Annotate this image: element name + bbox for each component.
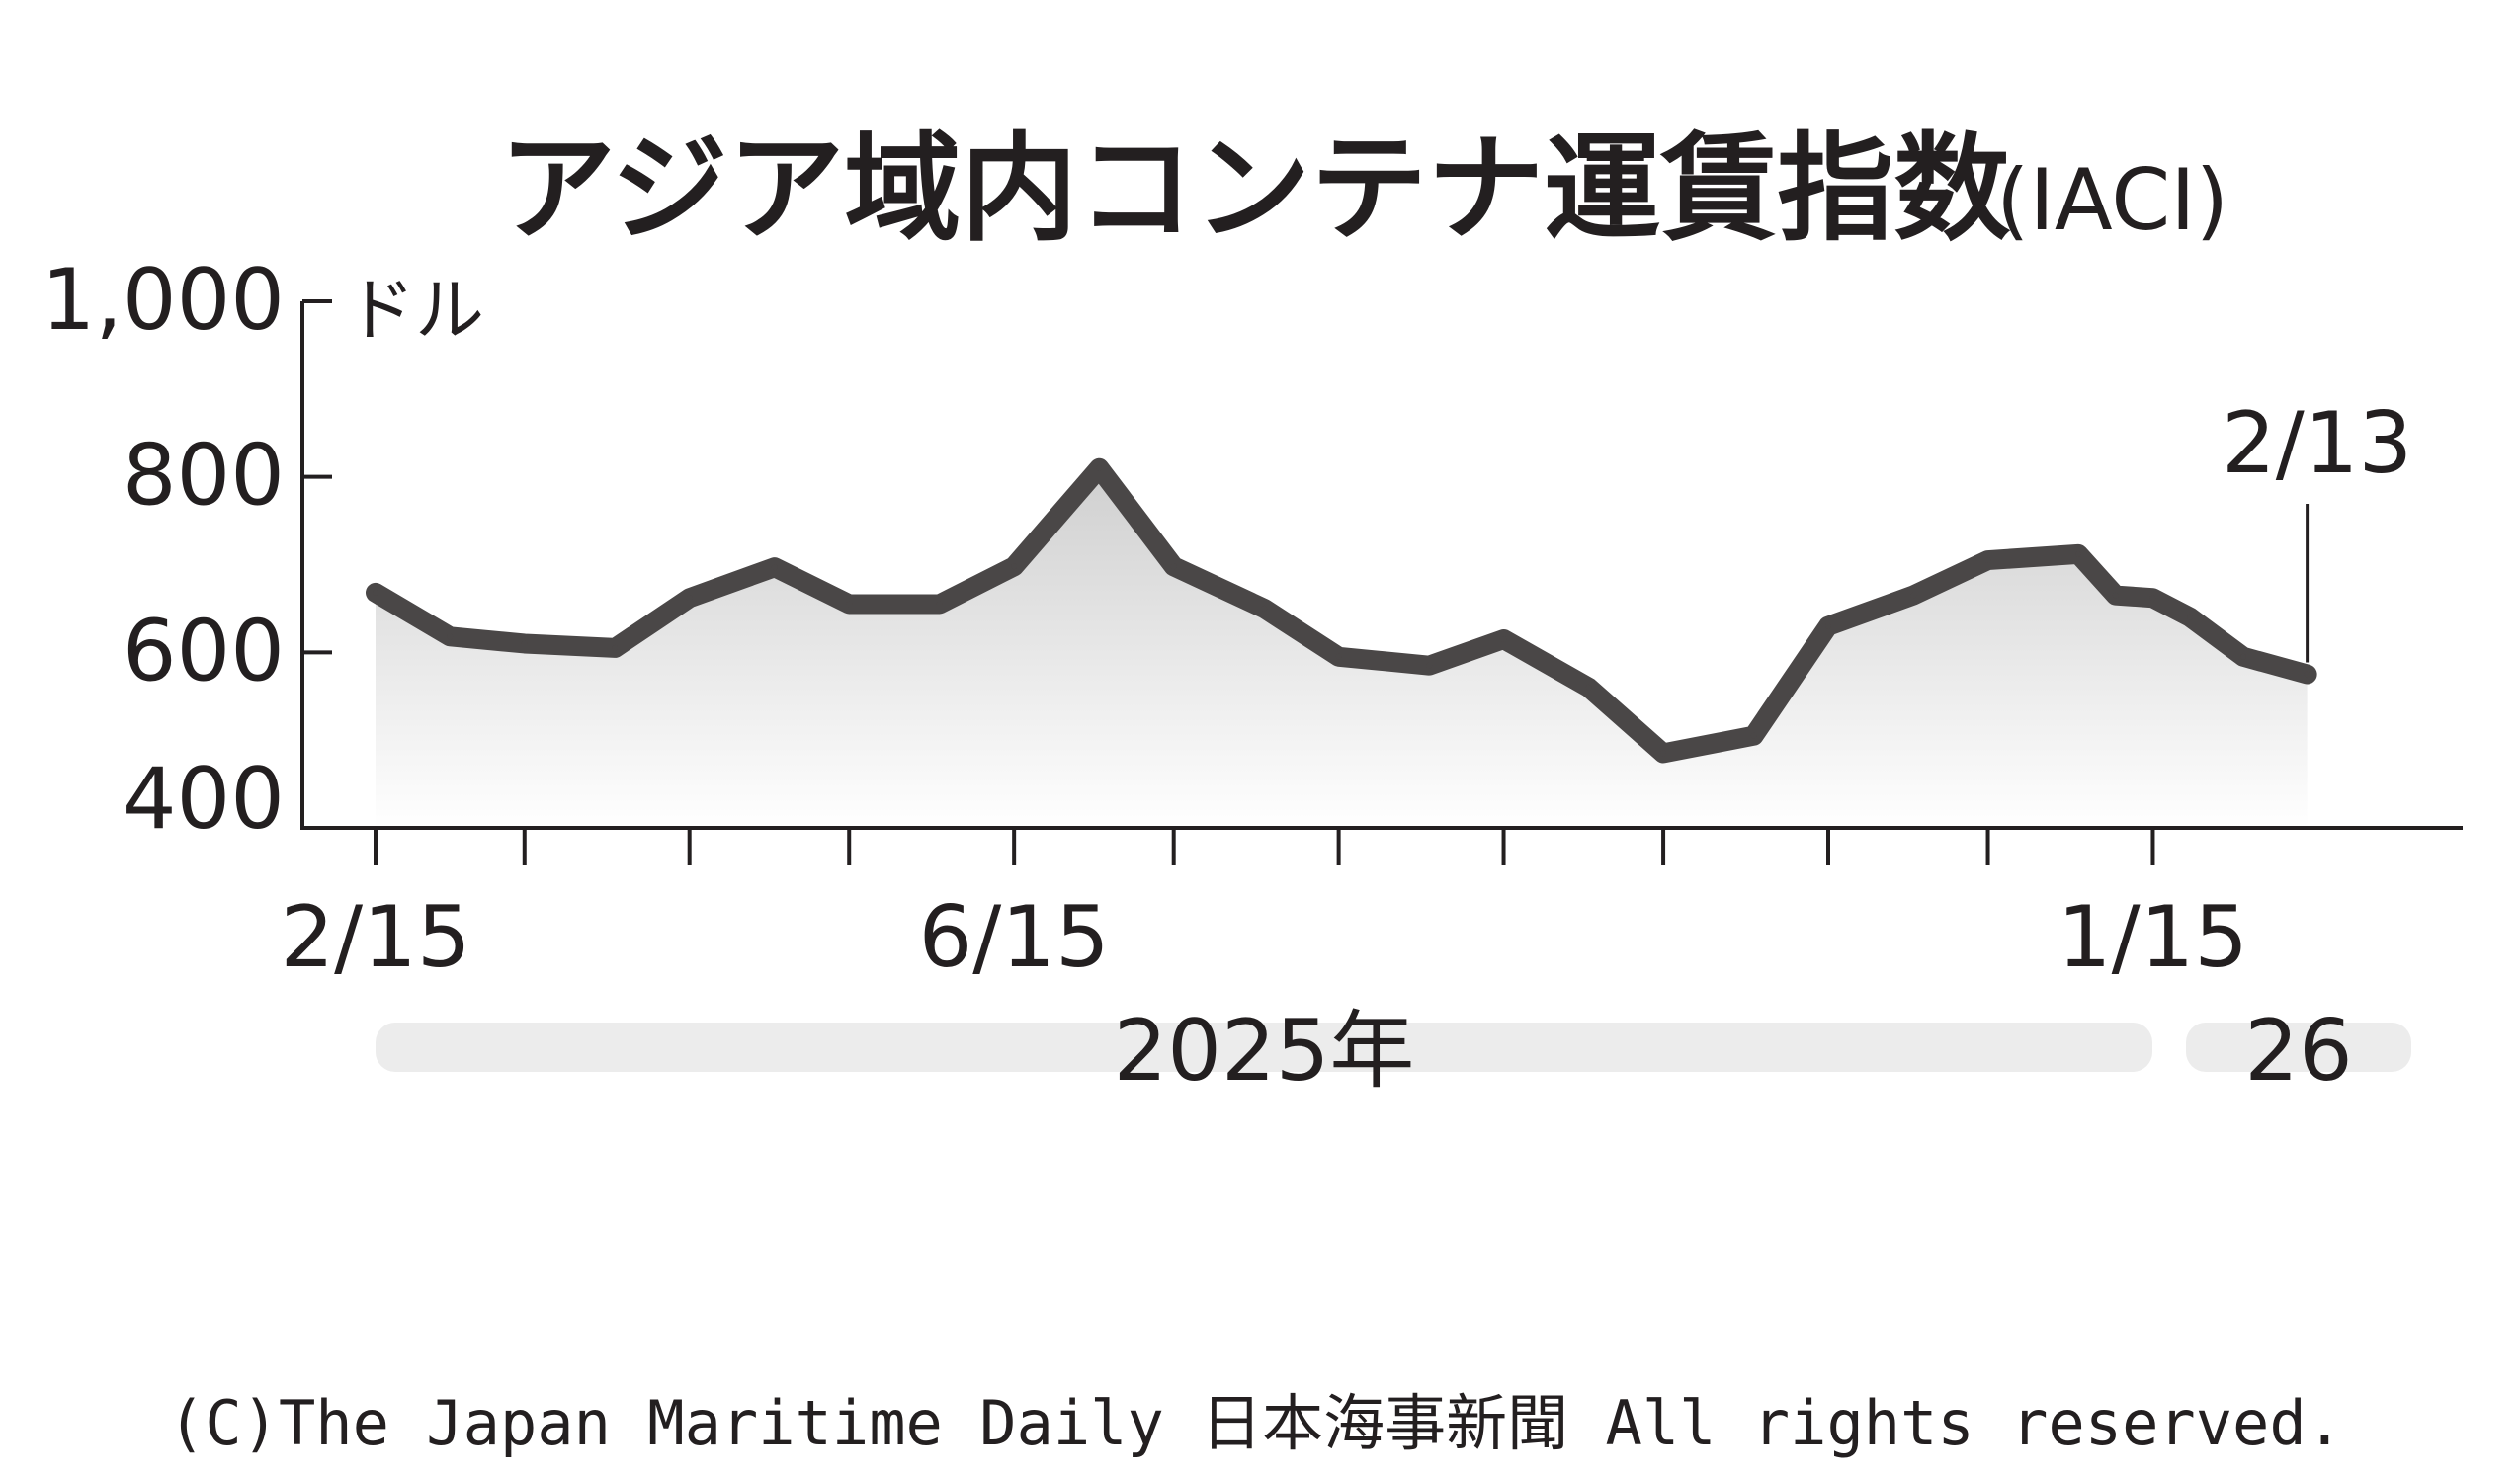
data-point (1011, 563, 1018, 570)
data-point (373, 589, 378, 596)
data-point (686, 595, 693, 602)
y-tick-label: 1,000 (42, 251, 285, 350)
data-point (1170, 563, 1177, 570)
data-point (936, 601, 943, 608)
data-point (1261, 605, 1268, 612)
y-axis-unit-label: ドル (346, 270, 484, 351)
chart-title: アジア域内コンテナ運賃指数 (499, 121, 2010, 257)
data-point (521, 640, 528, 647)
year-band-label: 26 (2244, 1002, 2352, 1101)
data-point (2304, 671, 2310, 678)
year-band (376, 1023, 2152, 1072)
data-point (612, 644, 619, 651)
year-band (2186, 1023, 2411, 1072)
y-tick-labels: 1,000 800 600 400 (42, 251, 332, 849)
annotation-label: 2/13 (2222, 394, 2412, 493)
data-point (1426, 662, 1433, 669)
chart-title-suffix: (IACI) (1996, 151, 2228, 250)
data-point (1096, 464, 1103, 471)
data-point (1335, 653, 1342, 660)
x-tick-label: 2/15 (280, 888, 470, 987)
year-bands: 2025年 26 (376, 1002, 2411, 1101)
data-point (2149, 595, 2156, 602)
data-point (1750, 732, 1757, 739)
y-tick-label: 400 (123, 750, 285, 849)
data-point (2240, 653, 2246, 660)
year-band-label: 2025年 (1114, 1002, 1415, 1101)
series-layer (366, 457, 2317, 828)
copyright-notice: (C)The Japan Maritime Daily 日本海事新聞 All r… (168, 1387, 2343, 1459)
data-point (2187, 614, 2194, 620)
data-point (1500, 636, 1507, 643)
data-point (2075, 550, 2082, 557)
data-point (771, 564, 778, 571)
x-ticks: 2/15 6/15 1/15 (280, 828, 2248, 987)
data-point (846, 601, 853, 608)
data-point (447, 633, 454, 640)
x-tick-label: 1/15 (2058, 888, 2248, 987)
axes (300, 301, 2463, 830)
data-point (1825, 622, 1831, 629)
data-point (1984, 557, 1991, 564)
x-tick-label: 6/15 (919, 888, 1110, 987)
data-point (1910, 592, 1917, 599)
y-tick-label: 800 (123, 427, 285, 526)
data-point (1585, 684, 1592, 691)
y-tick-label: 600 (123, 602, 285, 700)
last-point-annotation: 2/13 (2222, 394, 2412, 663)
data-point (1660, 750, 1667, 757)
data-point (2112, 592, 2119, 599)
series-area (376, 467, 2308, 828)
